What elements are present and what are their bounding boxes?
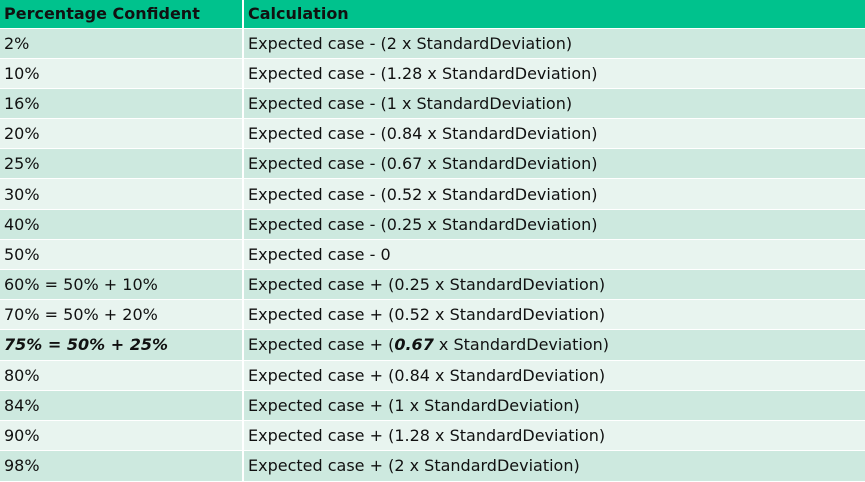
calculation-cell: Expected case + (0.25 x StandardDeviatio… [243, 268, 865, 300]
table-row: 84% Expected case + (1 x StandardDeviati… [0, 389, 865, 421]
calculation-cell: Expected case - (2 x StandardDeviation) [243, 27, 865, 59]
calculation-prefix: Expected case + ( [248, 335, 395, 355]
percentage-cell: 90% [0, 419, 244, 451]
calculation-cell: Expected case - (0.25 x StandardDeviatio… [243, 208, 865, 240]
calculation-cell: Expected case + (2 x StandardDeviation) [243, 450, 865, 481]
table-row: 20% Expected case - (0.84 x StandardDevi… [0, 118, 865, 149]
calculation-cell: Expected case + (0.67 x StandardDeviatio… [243, 329, 865, 361]
percentage-cell: 2% [0, 27, 244, 59]
percentage-cell: 84% [0, 389, 244, 421]
calculation-cell: Expected case - 0 [243, 238, 865, 270]
percentage-cell: 10% [0, 57, 244, 89]
table-row: 50% Expected case - 0 [0, 238, 865, 270]
table-row: 25% Expected case - (0.67 x StandardDevi… [0, 148, 865, 179]
percentage-cell: 20% [0, 118, 244, 149]
table-row-highlighted: 75% = 50% + 25% Expected case + (0.67 x … [0, 329, 865, 361]
table-header-row: Percentage Confident Calculation [0, 0, 865, 28]
percentage-cell: 98% [0, 450, 244, 481]
table-row: 98% Expected case + (2 x StandardDeviati… [0, 450, 865, 481]
calculation-cell: Expected case - (0.52 x StandardDeviatio… [243, 178, 865, 210]
percentage-cell: 30% [0, 178, 244, 210]
table-row: 30% Expected case - (0.52 x StandardDevi… [0, 178, 865, 210]
table-row: 80% Expected case + (0.84 x StandardDevi… [0, 359, 865, 391]
calculation-cell: Expected case + (1.28 x StandardDeviatio… [243, 419, 865, 451]
calculation-suffix: x StandardDeviation) [433, 335, 610, 355]
calculation-emphasized-multiplier: 0.67 [394, 335, 434, 355]
calculation-cell: Expected case + (1 x StandardDeviation) [243, 389, 865, 421]
calculation-cell: Expected case - (1 x StandardDeviation) [243, 87, 865, 119]
percentage-cell: 25% [0, 148, 244, 179]
percentage-cell: 70% = 50% + 20% [0, 299, 244, 330]
table-row: 10% Expected case - (1.28 x StandardDevi… [0, 57, 865, 89]
calculation-cell: Expected case - (0.84 x StandardDeviatio… [243, 118, 865, 149]
percentage-cell: 40% [0, 208, 244, 240]
calculation-cell: Expected case + (0.52 x StandardDeviatio… [243, 299, 865, 330]
calculation-cell: Expected case + (0.84 x StandardDeviatio… [243, 359, 865, 391]
table-row: 40% Expected case - (0.25 x StandardDevi… [0, 208, 865, 240]
table-row: 16% Expected case - (1 x StandardDeviati… [0, 87, 865, 119]
calculation-cell: Expected case - (1.28 x StandardDeviatio… [243, 57, 865, 89]
table-row: 90% Expected case + (1.28 x StandardDevi… [0, 419, 865, 451]
table-row: 2% Expected case - (2 x StandardDeviatio… [0, 27, 865, 59]
header-percentage-confident: Percentage Confident [0, 0, 244, 28]
header-calculation: Calculation [243, 0, 865, 28]
percentage-cell: 60% = 50% + 10% [0, 268, 244, 300]
percentage-cell: 16% [0, 87, 244, 119]
percentage-cell: 50% [0, 238, 244, 270]
table-row: 60% = 50% + 10% Expected case + (0.25 x … [0, 268, 865, 300]
table-row: 70% = 50% + 20% Expected case + (0.52 x … [0, 299, 865, 330]
percentage-cell-emphasized: 75% = 50% + 25% [0, 329, 244, 361]
calculation-cell: Expected case - (0.67 x StandardDeviatio… [243, 148, 865, 179]
percentage-cell: 80% [0, 359, 244, 391]
